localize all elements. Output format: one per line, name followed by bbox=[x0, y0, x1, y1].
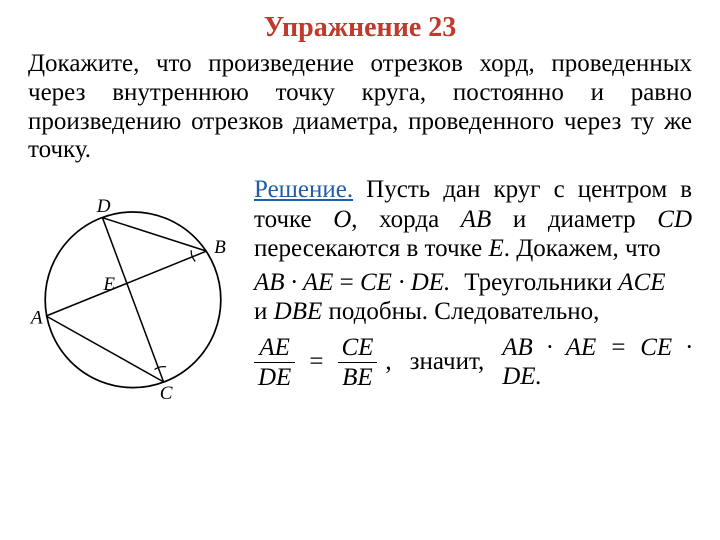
similar-tail: подобны. Следовательно, bbox=[322, 298, 599, 325]
exercise-title: Упражнение 23 bbox=[28, 12, 692, 44]
formula1: AB · AE = CE · DE. bbox=[254, 268, 450, 298]
frac1-num: AE bbox=[255, 335, 294, 362]
point-O: O bbox=[333, 206, 351, 233]
svg-text:B: B bbox=[214, 237, 226, 258]
tri-word: Треугольники bbox=[464, 269, 618, 296]
svg-text:A: A bbox=[29, 308, 43, 329]
similar-line: и DBE подобны. Следовательно, bbox=[254, 297, 692, 327]
frac2: CE BE bbox=[337, 335, 377, 390]
f1-eq: = bbox=[340, 269, 354, 296]
svg-text:C: C bbox=[160, 383, 173, 404]
frac1: AE DE bbox=[254, 335, 295, 390]
formula-line-1: AB · AE = CE · DE. Треугольники ACE bbox=[254, 268, 692, 298]
and-word: и bbox=[254, 298, 274, 325]
frac2-den: BE bbox=[338, 362, 377, 390]
f1-lhs: AB · AE bbox=[254, 269, 333, 296]
znachit-word: значит, bbox=[400, 347, 485, 377]
frac-eq: = bbox=[303, 347, 329, 377]
svg-text:E: E bbox=[102, 274, 115, 295]
solution-part2: , хорда bbox=[351, 206, 460, 233]
solution-block: Решение. Пусть дан круг с центром в точк… bbox=[254, 175, 692, 415]
frac-comma: , bbox=[385, 347, 391, 377]
content-row: ABCDE Решение. Пусть дан круг с центром … bbox=[28, 175, 692, 415]
diameter-CD: CD bbox=[657, 206, 692, 233]
fraction-row: AE DE = CE BE , значит, AB · AE = CE · D… bbox=[254, 333, 692, 392]
solution-part3: и диаметр bbox=[491, 206, 657, 233]
tri-ACE: ACE bbox=[618, 269, 665, 296]
circle-diagram: A B C D E bbox=[28, 175, 238, 415]
solution-part5: . Докажем, что bbox=[504, 235, 661, 262]
frac1-den: DE bbox=[254, 362, 295, 390]
chord-AB: AB bbox=[461, 206, 492, 233]
formula2: AB · AE = CE · DE. bbox=[492, 333, 692, 392]
solution-label: Решение. bbox=[254, 176, 353, 203]
solution-part4: пересекаются в точке bbox=[254, 235, 488, 262]
f1-rhs: CE · DE. bbox=[360, 269, 450, 296]
tri-DBE: DBE bbox=[274, 298, 323, 325]
frac2-num: CE bbox=[337, 335, 377, 362]
svg-text:D: D bbox=[96, 196, 111, 217]
point-E: E bbox=[488, 235, 503, 262]
after-f1: Треугольники ACE bbox=[464, 268, 665, 298]
problem-statement: Докажите, что произведение отрезков хорд… bbox=[28, 50, 692, 165]
